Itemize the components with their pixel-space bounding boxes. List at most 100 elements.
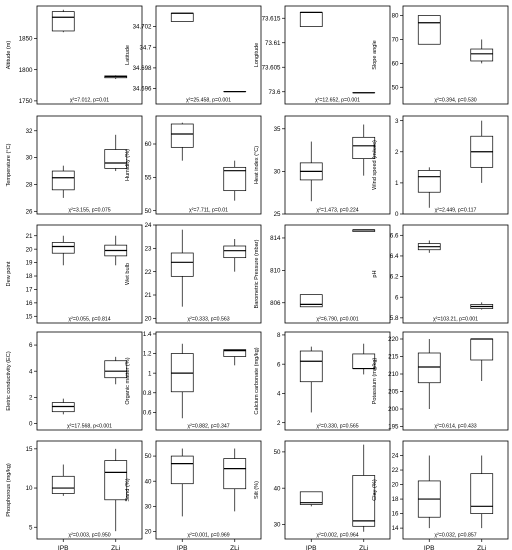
- y-tick-label: 21: [145, 292, 152, 299]
- stat-label: χ²=25.458, p=0.001: [186, 98, 231, 104]
- iqr-box: [223, 349, 247, 357]
- box-ipb: [299, 491, 323, 507]
- panel-frame: [284, 440, 391, 540]
- y-tick-label: 10: [26, 485, 33, 492]
- x-category-label: ZLi: [359, 545, 369, 550]
- boxplot-panel: 20 30 40 50 Sand (%) χ²=0.001, p=0.969 IPB ZLi: [125, 440, 262, 550]
- iqr-box: [470, 48, 494, 62]
- y-tick-label: 200: [388, 406, 399, 413]
- y-tick-label: 23: [145, 245, 152, 252]
- y-tick-label: 8: [277, 332, 281, 339]
- box-zli: [352, 229, 376, 232]
- y-tick-label: 6: [29, 342, 33, 349]
- stat-label: χ²=17.568, p<0.001: [67, 424, 112, 430]
- panel-frame: [36, 440, 143, 540]
- boxplot-panel: 20 21 22 23 24 Wet bulb χ²=0.333, p=0.563: [125, 222, 262, 324]
- y-tick-label: 1850: [19, 36, 33, 43]
- box-zli: [223, 349, 247, 366]
- box-zli: [223, 239, 247, 272]
- y-tick-label: 28: [26, 182, 33, 189]
- iqr-box: [51, 475, 75, 494]
- stat-label: χ²=0.882, p=0.347: [187, 424, 229, 430]
- panel-frame: [36, 224, 143, 324]
- y-axis-label: Calcium carbonate (mg/kg): [254, 347, 260, 414]
- y-tick-label: 205: [388, 389, 399, 396]
- boxplot-panel: 0 1 2 3 Wind speed (m/sec) χ²=2.449, p=0.117: [372, 115, 509, 218]
- y-tick-label: 15: [26, 313, 33, 320]
- y-axis-label: Longitude: [254, 43, 260, 68]
- y-tick-label: 30: [274, 522, 281, 529]
- box-ipb: [170, 229, 194, 307]
- y-tick-label: 0.6: [143, 409, 152, 416]
- boxplot-panel: 50 60 70 80 Slope angle χ²=0.394, p=0.530: [372, 5, 509, 105]
- iqr-box: [104, 460, 128, 501]
- box-zli: [470, 120, 494, 183]
- box-zli: [352, 124, 376, 176]
- y-tick-label: 73.605: [262, 64, 281, 71]
- y-tick-label: 0: [395, 211, 399, 218]
- y-tick-label: 16: [26, 300, 33, 307]
- panel-frame: [155, 440, 262, 540]
- iqr-box: [170, 12, 194, 22]
- panel-frame: [284, 115, 391, 215]
- y-tick-label: 2: [29, 394, 33, 401]
- box-zli: [470, 455, 494, 529]
- y-tick-label: 73.615: [262, 15, 281, 22]
- y-tick-label: 16: [392, 511, 399, 518]
- y-tick-label: 30: [145, 503, 152, 510]
- y-tick-label: 20: [145, 315, 152, 322]
- box-zli: [104, 356, 128, 385]
- iqr-box: [51, 11, 75, 32]
- y-tick-label: 3: [395, 118, 399, 125]
- y-tick-label: 40: [274, 485, 281, 492]
- iqr-box: [170, 123, 194, 148]
- x-category-label: IPB: [177, 545, 188, 550]
- y-tick-label: 19: [26, 260, 33, 267]
- y-tick-label: 4: [29, 368, 33, 375]
- box-ipb: [170, 122, 194, 161]
- y-tick-label: 50: [392, 84, 399, 91]
- y-tick-label: 18: [392, 496, 399, 503]
- panel-frame: [402, 115, 509, 215]
- y-axis-label: Eletric conductivity (EC): [6, 351, 12, 411]
- iqr-box: [170, 455, 194, 485]
- panel-frame: [155, 331, 262, 431]
- y-tick-label: 24: [392, 453, 399, 460]
- iqr-box: [223, 245, 247, 259]
- box-zli: [104, 134, 128, 172]
- box-zli: [223, 448, 247, 512]
- iqr-box: [104, 149, 128, 169]
- y-tick-label: 1.2: [143, 351, 152, 358]
- y-tick-label: 34.7: [139, 44, 152, 51]
- stat-label: χ²=0.330, p=0.565: [316, 424, 358, 430]
- y-tick-label: 810: [270, 267, 281, 274]
- stat-label: χ²=7.012, p=0.01: [70, 98, 109, 104]
- y-axis-label: pH: [372, 270, 378, 277]
- panel-frame: [36, 115, 143, 215]
- stat-label: χ²=3.155, p=0.075: [68, 208, 110, 214]
- y-tick-label: 34.698: [133, 65, 152, 72]
- y-tick-label: 73.61: [265, 40, 281, 47]
- y-axis-label: Wet bulb: [125, 263, 131, 285]
- box-zli: [104, 235, 128, 266]
- stat-label: χ²=12.652, p=0.001: [315, 98, 360, 104]
- y-tick-label: 20: [392, 482, 399, 489]
- y-tick-label: 35: [274, 126, 281, 133]
- iqr-box: [417, 170, 441, 193]
- y-tick-label: 73.6: [268, 89, 281, 96]
- y-tick-label: 25: [274, 211, 281, 218]
- y-tick-label: 195: [388, 424, 399, 431]
- box-ipb: [51, 398, 75, 415]
- y-axis-label: Potassium (mg/kg): [372, 358, 378, 405]
- panel-frame: [284, 5, 391, 105]
- y-tick-label: 6: [395, 294, 399, 301]
- y-tick-label: 210: [388, 371, 399, 378]
- panel-frame: [402, 440, 509, 540]
- box-ipb: [51, 165, 75, 198]
- y-tick-label: 20: [26, 246, 33, 253]
- box-ipb: [170, 343, 194, 419]
- box-ipb: [299, 346, 323, 413]
- stat-label: χ²=103.21, p=0.001: [433, 317, 478, 323]
- y-tick-label: 215: [388, 354, 399, 361]
- panel-frame: [155, 224, 262, 324]
